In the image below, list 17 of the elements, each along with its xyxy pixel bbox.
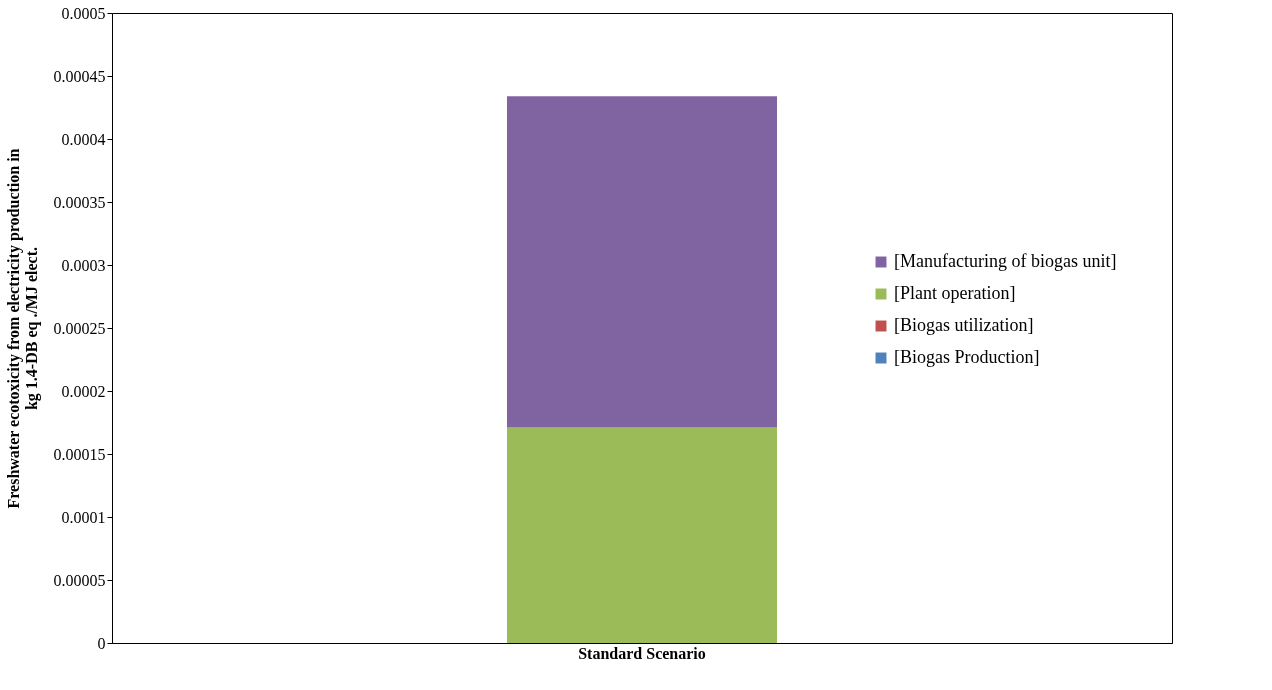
legend-label: [Biogas Production]	[894, 347, 1040, 367]
y-tick-label: 0.00025	[53, 319, 106, 337]
y-tick-label: 0.00035	[53, 193, 106, 211]
y-tick-label: 0.0005	[61, 4, 106, 22]
y-tick-label: 0.0003	[61, 256, 106, 274]
legend-label: [Manufacturing of biogas unit]	[894, 251, 1117, 271]
y-tick-label: 0.00015	[53, 445, 106, 463]
y-axis-title: Freshwater ecotoxicity from electricity production in kg 1.4-DB eq ./MJ elect.	[4, 148, 41, 509]
x-tick-label: Standard Scenario	[578, 644, 706, 662]
legend-label: [Biogas utilization]	[894, 315, 1034, 335]
y-tick-label: 0	[97, 634, 106, 652]
y-tick-label: 0.00005	[53, 571, 106, 589]
y-tick-label: 0.0004	[61, 130, 106, 148]
y-tick-label: 0.0001	[61, 508, 106, 526]
y-tick-label: 0.00045	[53, 67, 106, 85]
legend-label: [Plant operation]	[894, 283, 1016, 303]
y-tick-label: 0.0002	[61, 382, 106, 400]
